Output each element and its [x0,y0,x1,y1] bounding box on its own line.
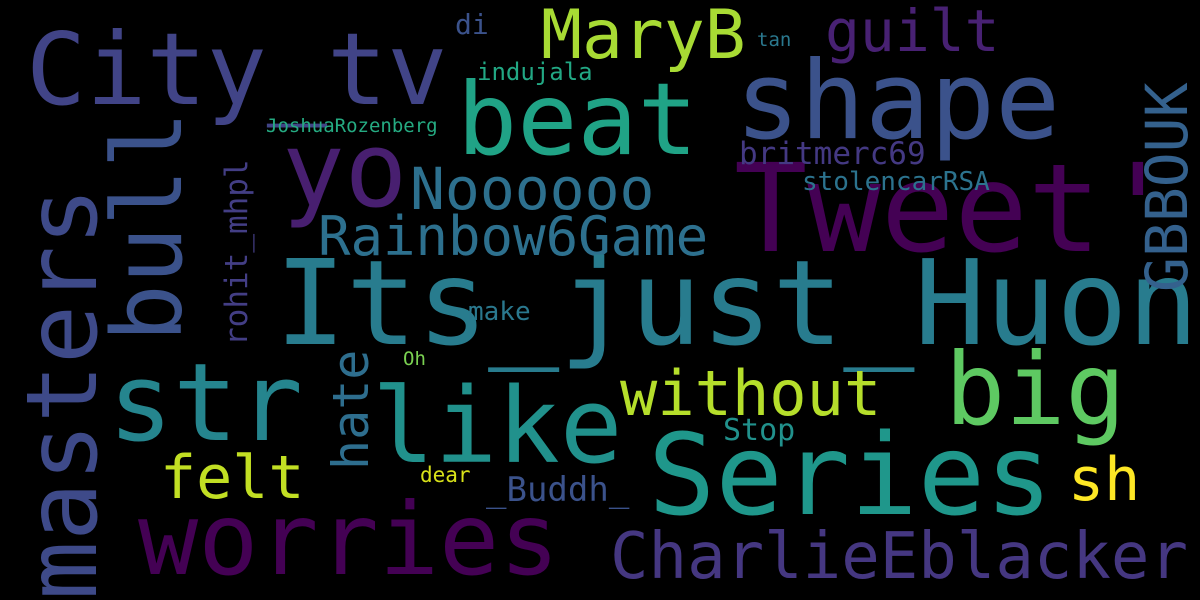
word-series: Series [648,411,1053,541]
word-its-just-huong: Its_just_Huong [275,234,1200,372]
word-britmerc69: britmerc69 [739,136,926,172]
word-rohit-mhpl: rohit_mhpl [219,159,255,346]
word-stolencarrsa: stolencarRSA [802,167,990,197]
word-city-tv: City_tv [26,11,448,128]
word-sh: sh [1068,445,1141,515]
word-indujala: indujala [477,58,593,86]
word-yo: yo [282,109,408,231]
word-gbbouk: GBBOUK [1133,82,1200,292]
word-bull: bull [92,110,204,342]
word-di: di [455,8,489,41]
word-joshuarozenberg: JoshuaRozenberg [266,115,438,137]
word-charlieeblacker: CharlieEblacker [610,520,1188,594]
word-maryb: MaryB [541,0,746,75]
word-oh: Oh [403,348,426,370]
word-big: big [945,331,1126,448]
word-make: make [468,297,531,327]
word-beat: beat [457,61,698,178]
word-tan: tan [757,29,792,51]
word-stop: Stop [723,413,796,448]
word-buddh: _Buddh_ [486,470,630,510]
word-guilt: guilt [825,0,1000,65]
word-felt: felt [160,443,305,513]
word-tweet: Tweet' [734,138,1175,280]
word-without: without [620,357,882,430]
word-worries: worries [138,481,560,598]
word-shape: shape [735,39,1061,164]
word-hate: hate [322,349,380,470]
word-dear: dear [420,463,471,487]
word-noooooo: Noooooo [410,155,655,223]
word-like: like [372,365,623,487]
word-str: str [108,341,304,466]
word-rainbow6game: Rainbow6Game [318,205,709,268]
